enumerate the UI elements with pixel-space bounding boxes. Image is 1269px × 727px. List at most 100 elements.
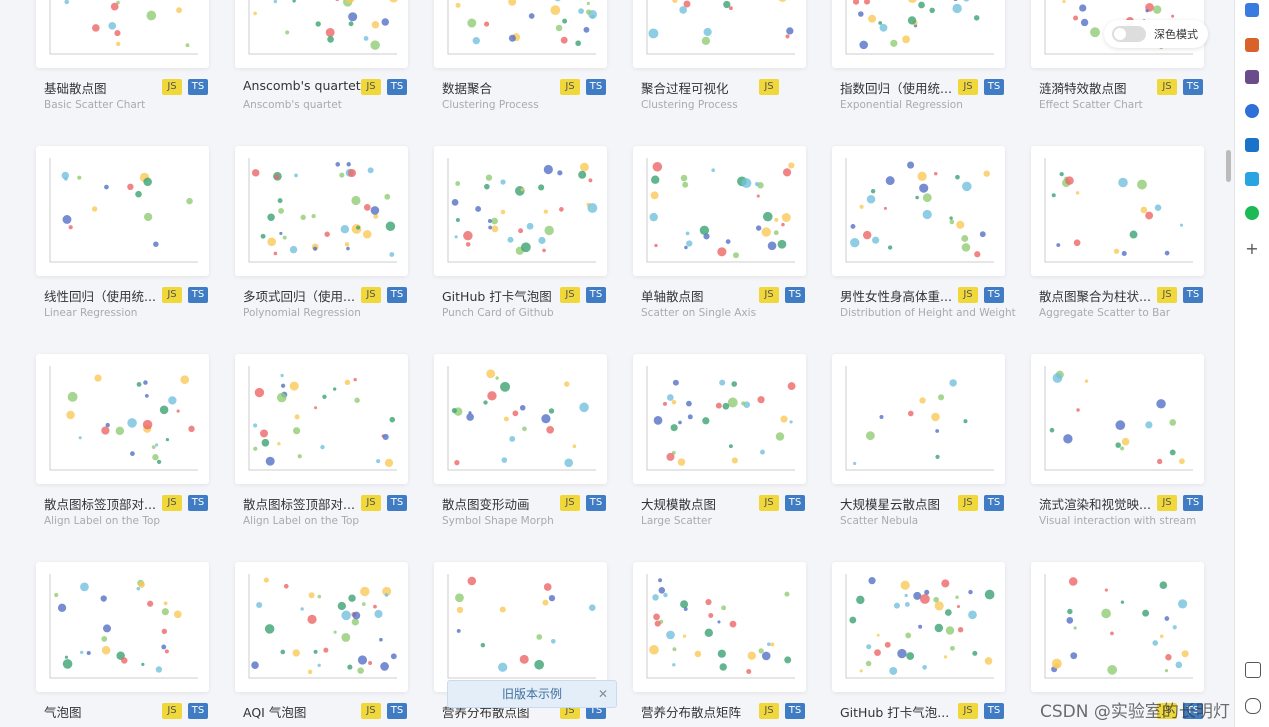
code-badge[interactable]: TS <box>188 495 208 511</box>
code-badge[interactable]: TS <box>1183 495 1203 511</box>
card-title[interactable]: 数据聚合 <box>442 81 493 96</box>
code-badge[interactable]: TS <box>1183 703 1203 719</box>
chart-thumbnail[interactable] <box>1031 354 1204 484</box>
scrollbar[interactable] <box>1226 150 1231 182</box>
code-badge[interactable]: TS <box>1183 79 1203 95</box>
code-badge[interactable]: TS <box>785 495 805 511</box>
chart-thumbnail[interactable] <box>633 0 806 68</box>
code-badge[interactable]: JS <box>361 287 381 303</box>
dark-mode-toggle[interactable]: 深色模式 <box>1104 20 1208 48</box>
chart-thumbnail[interactable] <box>36 354 209 484</box>
add-button[interactable]: + <box>1245 239 1259 258</box>
code-badge[interactable]: JS <box>958 79 978 95</box>
code-badge[interactable]: TS <box>984 287 1004 303</box>
code-badge[interactable]: JS <box>1157 703 1177 719</box>
card-title[interactable]: 营养分布散点图 <box>442 705 530 720</box>
sidebar-icon[interactable] <box>1245 662 1261 678</box>
card-title[interactable]: Anscomb's quartet <box>243 78 361 93</box>
chart-thumbnail[interactable] <box>434 354 607 484</box>
chart-thumbnail[interactable] <box>633 562 806 692</box>
old-version-banner[interactable]: 旧版本示例 ✕ <box>447 680 617 708</box>
code-badge[interactable]: JS <box>162 703 182 719</box>
card-title[interactable]: 散点图聚合为柱状... <box>1039 289 1151 304</box>
card-title[interactable]: 大规模散点图 <box>641 497 717 512</box>
code-badge[interactable]: TS <box>984 703 1004 719</box>
chart-thumbnail[interactable] <box>832 146 1005 276</box>
sidebar-icon[interactable] <box>1245 206 1259 220</box>
card-title[interactable]: 流式渲染和视觉映... <box>1039 497 1151 512</box>
code-badge[interactable]: TS <box>387 287 407 303</box>
code-badge[interactable]: TS <box>387 495 407 511</box>
chart-thumbnail[interactable] <box>832 0 1005 68</box>
code-badge[interactable]: TS <box>984 79 1004 95</box>
chart-thumbnail[interactable] <box>235 0 408 68</box>
card-title[interactable]: 散点图变形动画 <box>442 497 530 512</box>
chart-thumbnail[interactable] <box>36 562 209 692</box>
chart-thumbnail[interactable] <box>434 0 607 68</box>
code-badge[interactable]: TS <box>387 703 407 719</box>
card-title[interactable]: GitHub 打卡气泡... <box>840 705 950 720</box>
code-badge[interactable]: TS <box>188 703 208 719</box>
code-badge[interactable]: TS <box>188 79 208 95</box>
code-badge[interactable]: TS <box>984 495 1004 511</box>
card-title[interactable]: 散点图标签顶部对... <box>44 497 156 512</box>
code-badge[interactable]: JS <box>1157 495 1177 511</box>
close-button[interactable]: ✕ <box>597 687 608 701</box>
sidebar-icon[interactable] <box>1245 138 1259 152</box>
card-title[interactable]: 基础散点图 <box>44 81 107 96</box>
code-badge[interactable]: JS <box>162 495 182 511</box>
chart-thumbnail[interactable] <box>434 562 607 692</box>
card-title[interactable]: 聚合过程可视化 <box>641 81 729 96</box>
code-badge[interactable]: JS <box>759 287 779 303</box>
sidebar-icon[interactable] <box>1245 70 1259 84</box>
code-badge[interactable]: JS <box>958 703 978 719</box>
code-badge[interactable]: JS <box>560 495 580 511</box>
code-badge[interactable]: JS <box>560 287 580 303</box>
card-title[interactable]: 气泡图 <box>44 705 82 720</box>
chart-thumbnail[interactable] <box>633 354 806 484</box>
chart-thumbnail[interactable] <box>36 146 209 276</box>
code-badge[interactable]: TS <box>586 287 606 303</box>
sidebar-icon[interactable] <box>1245 38 1259 52</box>
code-badge[interactable]: JS <box>759 495 779 511</box>
card-title[interactable]: 涟漪特效散点图 <box>1039 81 1127 96</box>
chart-thumbnail[interactable] <box>235 562 408 692</box>
sidebar-icon[interactable] <box>1245 3 1259 17</box>
code-badge[interactable]: JS <box>958 495 978 511</box>
card-title[interactable]: 大规模星云散点图 <box>840 497 941 512</box>
card-title[interactable]: 单轴散点图 <box>641 289 704 304</box>
code-badge[interactable]: TS <box>586 79 606 95</box>
sidebar-icon[interactable] <box>1245 104 1259 118</box>
chart-thumbnail[interactable] <box>434 146 607 276</box>
code-badge[interactable]: JS <box>361 79 381 95</box>
chart-thumbnail[interactable] <box>36 0 209 68</box>
card-title[interactable]: 多项式回归（使用... <box>243 289 355 304</box>
chart-thumbnail[interactable] <box>1031 562 1204 692</box>
code-badge[interactable]: TS <box>785 703 805 719</box>
code-badge[interactable]: TS <box>188 287 208 303</box>
card-title[interactable]: 营养分布散点矩阵 <box>641 705 742 720</box>
code-badge[interactable]: JS <box>759 703 779 719</box>
code-badge[interactable]: JS <box>1157 79 1177 95</box>
chart-thumbnail[interactable] <box>832 354 1005 484</box>
code-badge[interactable]: JS <box>759 79 779 95</box>
chart-thumbnail[interactable] <box>235 354 408 484</box>
card-title[interactable]: 线性回归（使用统... <box>44 289 156 304</box>
card-title[interactable]: AQI 气泡图 <box>243 705 307 720</box>
code-badge[interactable]: JS <box>361 495 381 511</box>
chart-thumbnail[interactable] <box>235 146 408 276</box>
settings-icon[interactable] <box>1245 698 1261 714</box>
sidebar-icon[interactable] <box>1245 172 1259 186</box>
card-title[interactable]: 散点图标签顶部对... <box>243 497 355 512</box>
code-badge[interactable]: JS <box>162 287 182 303</box>
chart-thumbnail[interactable] <box>633 146 806 276</box>
code-badge[interactable]: TS <box>387 79 407 95</box>
chart-thumbnail[interactable] <box>832 562 1005 692</box>
code-badge[interactable]: JS <box>958 287 978 303</box>
code-badge[interactable]: TS <box>785 287 805 303</box>
chart-thumbnail[interactable] <box>1031 146 1204 276</box>
card-title[interactable]: 男性女性身高体重... <box>840 289 952 304</box>
code-badge[interactable]: JS <box>1157 287 1177 303</box>
code-badge[interactable]: JS <box>560 79 580 95</box>
code-badge[interactable]: TS <box>586 495 606 511</box>
